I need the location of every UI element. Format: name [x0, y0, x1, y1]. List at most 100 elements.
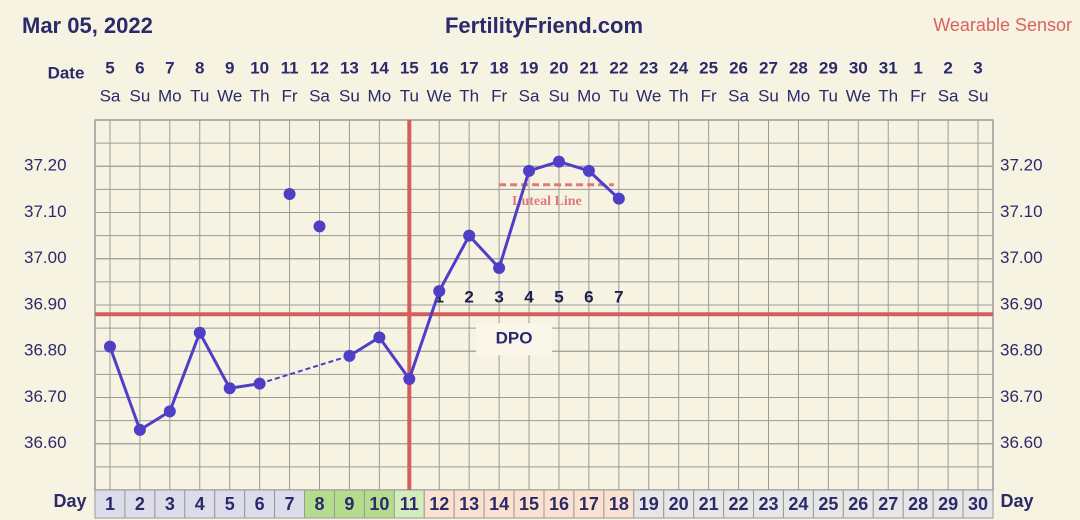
weekday: Tu	[400, 86, 419, 105]
weekday: Tu	[190, 86, 209, 105]
date-number: 6	[135, 58, 144, 77]
x-tick-label: 21	[699, 494, 719, 514]
weekday: Su	[549, 86, 570, 105]
day-cell	[363, 489, 395, 519]
weekday: Sa	[728, 86, 749, 105]
x-tick-label: 25	[818, 494, 838, 514]
date-number: 22	[609, 58, 628, 77]
temperature-point	[403, 373, 416, 385]
x-tick-label: 15	[519, 494, 539, 514]
weekday: Th	[250, 86, 270, 105]
day-cell	[333, 489, 365, 519]
date-number: 19	[520, 58, 539, 77]
temperature-point	[133, 423, 146, 436]
y-tick-label-right: 36.90	[1000, 294, 1043, 313]
weekday: Su	[339, 86, 360, 105]
weekday: Sa	[519, 86, 540, 105]
weekday: Th	[878, 86, 898, 105]
date-number: 5	[105, 58, 114, 77]
y-tick-label: 37.10	[24, 202, 67, 221]
x-tick-label: 26	[848, 494, 868, 514]
date-number: 2	[943, 58, 952, 77]
x-tick-label: 4	[195, 494, 205, 514]
x-tick-label: 2	[135, 494, 145, 514]
date-number: 9	[225, 58, 234, 77]
temperature-point	[433, 285, 446, 298]
x-tick-label: 23	[758, 494, 778, 514]
date-number: 30	[849, 58, 868, 77]
x-tick-label: 12	[429, 494, 449, 514]
date-number: 13	[340, 58, 359, 77]
luteal-line-label: Luteal Line	[512, 194, 582, 209]
day-cell	[962, 489, 994, 519]
y-tick-label-right: 36.70	[1000, 387, 1043, 406]
day-cell	[94, 489, 126, 519]
dpo-number: 1	[434, 288, 443, 307]
temperature-point	[612, 192, 625, 205]
date-number: 21	[579, 58, 598, 77]
weekday: Fr	[910, 86, 926, 105]
date-number: 17	[460, 58, 479, 77]
weekday: Sa	[309, 86, 330, 105]
x-tick-label: 17	[579, 494, 599, 514]
x-tick-label: 5	[225, 494, 235, 514]
day-label: Day	[1000, 491, 1033, 511]
weekday: Sa	[938, 86, 959, 105]
day-cell	[124, 489, 156, 519]
date-number: 1	[913, 58, 922, 77]
dpo-number: 3	[494, 288, 503, 307]
x-tick-label: 11	[400, 494, 419, 514]
date-number: 10	[250, 58, 269, 77]
x-tick-label: 30	[968, 494, 988, 514]
chart-date: Mar 05, 2022	[22, 13, 153, 38]
day-cell	[214, 489, 246, 519]
temperature-point	[253, 377, 266, 390]
date-number: 28	[789, 58, 808, 77]
date-number: 24	[669, 58, 688, 77]
dpo-number: 2	[464, 288, 473, 307]
date-number: 18	[490, 58, 509, 77]
weekday: Su	[130, 86, 151, 105]
y-tick-label-right: 36.80	[1000, 341, 1043, 360]
day-cell	[244, 489, 276, 519]
dpo-number: 7	[614, 288, 623, 307]
discarded-point	[313, 220, 326, 233]
x-tick-label: 7	[285, 494, 295, 514]
y-tick-label: 36.70	[24, 387, 67, 406]
temperature-point	[193, 326, 206, 339]
weekday: Tu	[819, 86, 838, 105]
temperature-line	[348, 160, 620, 383]
day-cell	[543, 489, 575, 519]
day-cell	[782, 489, 814, 519]
temperature-point	[463, 229, 476, 242]
temperature-point	[552, 155, 565, 168]
date-number: 15	[400, 58, 419, 77]
day-cell	[304, 489, 335, 519]
x-tick-label: 14	[489, 494, 509, 514]
temperature-point	[343, 349, 356, 362]
x-tick-label: 27	[878, 494, 898, 514]
day-cell	[423, 489, 455, 519]
x-tick-label: 9	[344, 494, 354, 514]
x-tick-label: 13	[459, 494, 479, 514]
dpo-number: 4	[524, 288, 534, 307]
y-tick-label-right: 37.00	[1000, 248, 1043, 267]
weekday: Th	[459, 86, 479, 105]
y-tick-label: 37.00	[24, 248, 67, 267]
temperature-point	[493, 262, 506, 274]
weekday: Tu	[609, 86, 628, 105]
temperature-point	[582, 164, 595, 177]
x-tick-label: 18	[609, 494, 629, 514]
date-number: 16	[430, 58, 449, 77]
y-tick-label: 37.20	[24, 156, 67, 175]
date-number: 25	[699, 58, 718, 77]
weekday: We	[217, 86, 242, 105]
x-tick-label: 29	[938, 494, 958, 514]
date-number: 11	[281, 58, 299, 77]
temperature-point	[523, 164, 536, 177]
x-tick-label: 28	[908, 494, 928, 514]
chart-subtitle: Wearable Sensor	[933, 15, 1072, 35]
y-tick-label-right: 37.20	[1000, 156, 1043, 175]
date-label: Date	[48, 63, 85, 82]
day-cell	[184, 489, 216, 519]
